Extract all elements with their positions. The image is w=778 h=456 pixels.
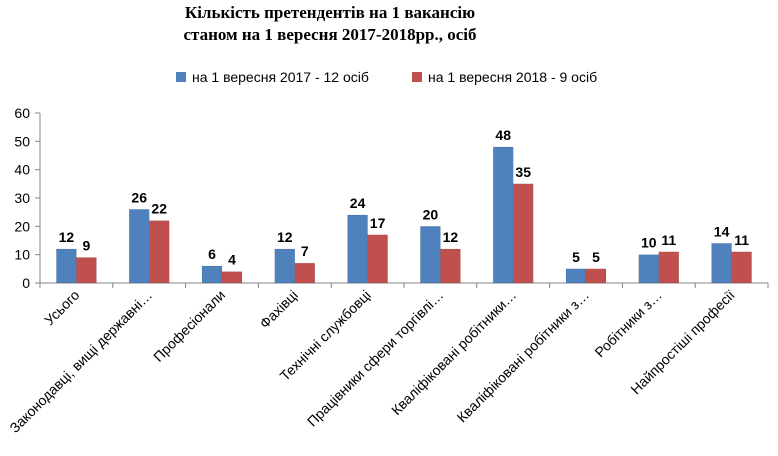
bar-2017	[201, 265, 223, 284]
x-tick-label: Законодавці, вищі державні…	[6, 287, 155, 436]
bar-2017	[347, 214, 368, 284]
bar-2017	[492, 146, 514, 284]
data-label: 20	[423, 206, 439, 222]
legend-label-2017: на 1 вересня 2017 - 12 осіб	[192, 69, 369, 85]
data-label: 5	[572, 249, 580, 265]
data-label: 17	[370, 215, 386, 231]
data-label: 12	[443, 229, 459, 245]
legend-swatch-2017	[176, 72, 186, 82]
bar-2018	[731, 251, 752, 284]
y-tick-label: 0	[22, 275, 30, 291]
y-tick-label: 30	[14, 190, 30, 206]
data-label: 26	[131, 189, 147, 205]
x-tick-label: Робітники з…	[591, 287, 664, 360]
data-label: 11	[661, 232, 676, 248]
bar-2018	[76, 257, 97, 284]
data-label: 14	[714, 223, 730, 239]
bar-2017	[128, 209, 150, 284]
bar-2018	[148, 220, 170, 284]
y-tick-label: 20	[14, 218, 30, 234]
data-label: 12	[59, 229, 75, 245]
data-label: 35	[515, 164, 531, 180]
data-label: 5	[592, 249, 600, 265]
bar-2017	[274, 248, 296, 284]
chart-title: Кількість претендентів на 1 вакансію ста…	[100, 2, 560, 46]
x-tick-label: Працівники сфери торгівлі…	[304, 287, 447, 430]
data-label: 12	[277, 229, 293, 245]
y-tick-label: 50	[14, 133, 30, 149]
x-tick-label: Професіонали	[150, 287, 228, 365]
legend-item-2018: на 1 вересня 2018 - 9 осіб	[412, 69, 597, 85]
y-tick-label: 10	[14, 247, 30, 263]
data-label: 24	[350, 195, 366, 211]
data-label: 7	[301, 243, 309, 259]
bar-2018	[294, 262, 316, 284]
x-tick-label: Кваліфіковані робітники з…	[454, 287, 593, 426]
x-tick-label: Фахівці	[256, 287, 301, 332]
bar-2018	[512, 183, 534, 284]
data-label: 22	[151, 201, 167, 217]
legend-label-2018: на 1 вересня 2018 - 9 осіб	[428, 69, 598, 85]
y-tick-label: 60	[14, 105, 30, 121]
legend-item-2017: на 1 вересня 2017 - 12 осіб	[176, 69, 369, 85]
data-label: 48	[495, 127, 511, 143]
bar-2017	[711, 243, 732, 284]
y-tick-label: 40	[14, 162, 30, 178]
bar-2017	[565, 268, 587, 284]
bar-2018	[440, 248, 461, 284]
chart-title-line1: Кількість претендентів на 1 вакансію	[184, 3, 476, 22]
bar-2018	[658, 251, 680, 284]
x-tick-label: Кваліфіковані робітники…	[388, 287, 519, 418]
chart-title-line2: станом на 1 вересня 2017-2018рр., осіб	[183, 25, 477, 44]
bar-2017	[56, 248, 77, 284]
x-tick-label: Усього	[41, 287, 83, 329]
data-label: 10	[641, 235, 657, 251]
data-label: 6	[208, 246, 216, 262]
data-label: 4	[228, 252, 236, 268]
bar-2017	[638, 254, 660, 284]
bar-2018	[367, 234, 388, 284]
legend-swatch-2018	[412, 72, 422, 82]
bar-2018	[221, 271, 243, 284]
bar-2018	[585, 268, 607, 284]
bar-2017	[420, 226, 441, 284]
data-label: 9	[83, 238, 91, 254]
data-label: 11	[734, 232, 749, 248]
